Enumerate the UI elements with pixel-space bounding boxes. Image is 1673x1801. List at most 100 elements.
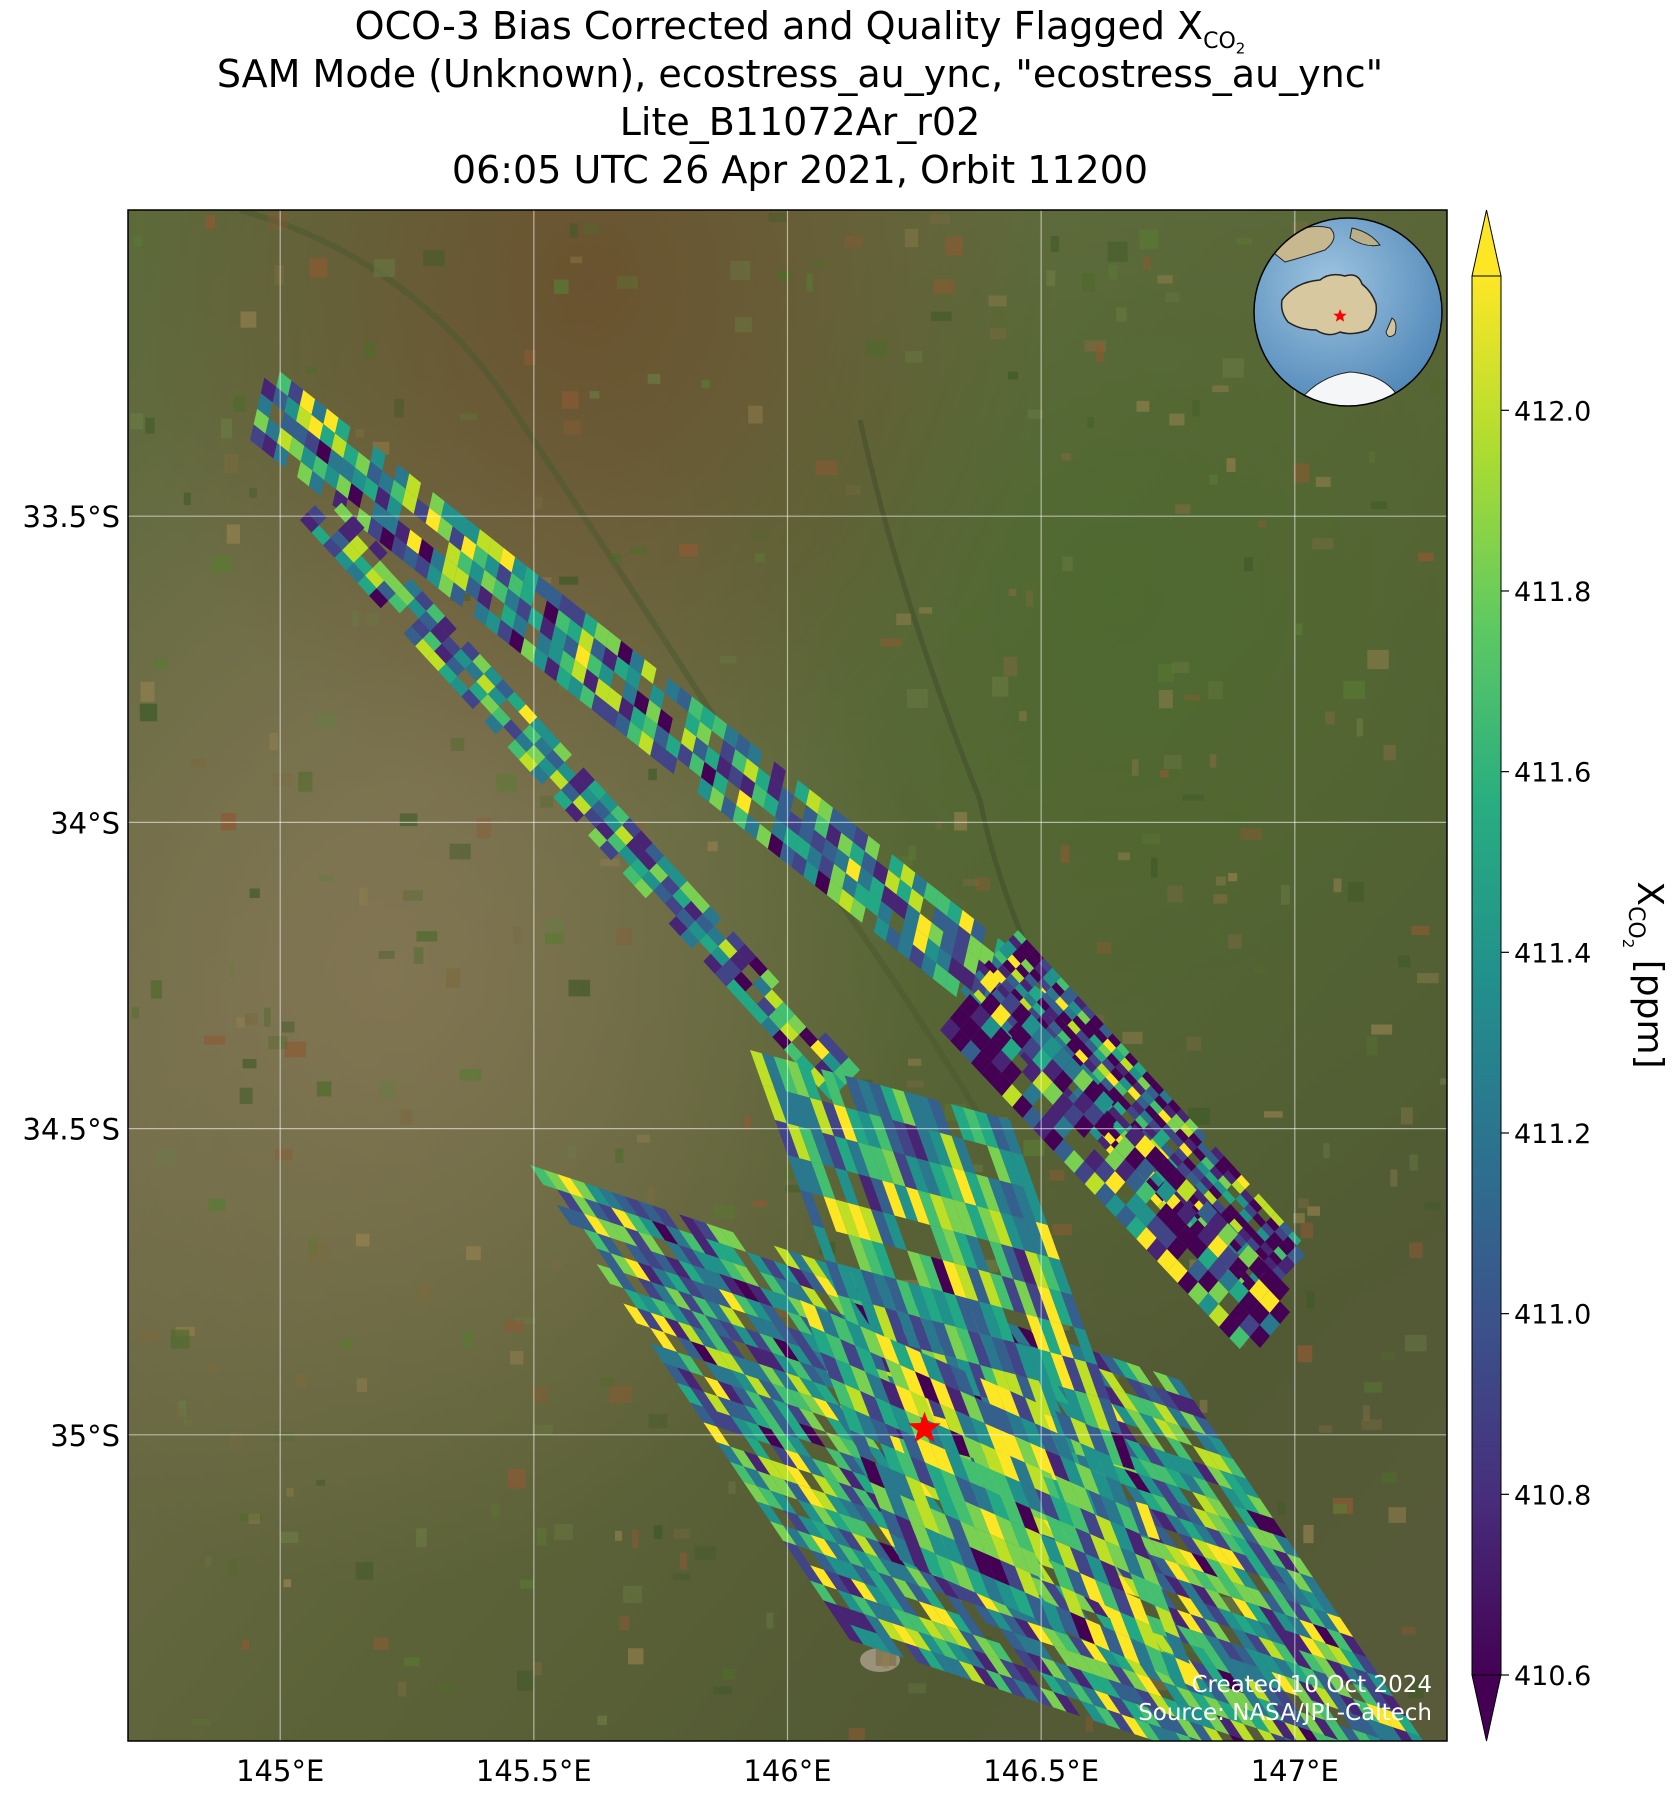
sounding-footprint <box>1064 986 1079 1001</box>
sounding-footprint <box>1257 1713 1284 1738</box>
field-patch <box>1347 881 1364 902</box>
sounding-footprint <box>330 530 350 551</box>
sounding-footprint <box>779 1022 799 1043</box>
sounding-footprint <box>1077 1010 1091 1025</box>
field-patch <box>508 1469 526 1489</box>
sounding-footprint <box>1022 1060 1043 1083</box>
sounding-footprint <box>965 1436 990 1469</box>
sounding-footprint <box>284 396 300 422</box>
sounding-footprint <box>1352 1729 1371 1741</box>
sounding-footprint <box>353 555 373 576</box>
sounding-footprint <box>1202 1695 1230 1720</box>
sounding-footprint <box>998 945 1013 960</box>
sounding-footprint <box>1189 1690 1217 1715</box>
sounding-footprint <box>784 1464 812 1489</box>
sounding-footprint <box>1212 1199 1226 1215</box>
field-patch <box>1228 934 1242 949</box>
sounding-footprint <box>650 1297 678 1322</box>
sounding-footprint <box>1176 1625 1204 1650</box>
field-patch <box>1209 474 1218 485</box>
sounding-footprint <box>992 969 1007 984</box>
sounding-footprint <box>1110 1464 1138 1490</box>
sounding-footprint <box>622 681 638 706</box>
sounding-footprint <box>287 380 304 406</box>
sounding-footprint <box>368 540 388 561</box>
sounding-footprint <box>1035 1221 1060 1260</box>
field-patch <box>373 1637 389 1650</box>
sounding-footprint <box>1232 1520 1260 1545</box>
sounding-footprint <box>1338 1786 1365 1801</box>
field-patch <box>1122 1031 1143 1044</box>
sounding-footprint <box>541 729 561 750</box>
sounding-footprint <box>864 1598 891 1623</box>
sounding-footprint <box>1135 1501 1160 1540</box>
sounding-footprint <box>930 1225 955 1264</box>
sounding-footprint <box>676 1367 704 1392</box>
sounding-footprint <box>637 1277 665 1302</box>
sounding-footprint <box>717 1411 744 1436</box>
sounding-footprint <box>921 953 937 979</box>
x-tick-label: 146.5°E <box>983 1754 1099 1788</box>
field-patch <box>1026 590 1034 607</box>
sounding-footprint <box>1013 1279 1038 1318</box>
sounding-footprint <box>744 1389 772 1415</box>
sounding-footprint <box>855 1345 880 1378</box>
field-patch <box>450 738 465 751</box>
sounding-footprint <box>868 1113 894 1152</box>
sounding-footprint <box>1002 959 1016 974</box>
field-patch <box>1409 1242 1423 1258</box>
sounding-footprint <box>1227 1165 1242 1180</box>
sounding-footprint <box>1202 1725 1224 1741</box>
sounding-footprint <box>1223 1170 1237 1185</box>
sounding-footprint <box>717 1380 745 1406</box>
sounding-footprint <box>1100 1495 1125 1528</box>
sounding-footprint <box>998 1116 1023 1155</box>
sounding-footprint <box>415 638 435 659</box>
sounding-footprint <box>798 1453 825 1478</box>
sounding-footprint <box>1203 1649 1231 1674</box>
field-patch <box>1158 689 1173 709</box>
field-patch <box>272 773 293 787</box>
field-patch <box>295 1373 308 1388</box>
sounding-footprint <box>1047 967 1061 983</box>
sounding-footprint <box>970 1005 991 1028</box>
sounding-footprint <box>932 1320 957 1359</box>
sounding-footprint <box>549 769 569 790</box>
sounding-footprint <box>932 1605 959 1630</box>
sounding-footprint <box>985 1654 1013 1679</box>
sounding-footprint <box>851 1532 879 1558</box>
sounding-footprint <box>885 1488 910 1521</box>
sounding-footprint <box>1135 1618 1160 1651</box>
sounding-footprint <box>1108 1663 1135 1689</box>
title-line-3: Lite_B11072Ar_r02 <box>619 100 981 144</box>
sounding-footprint <box>971 1051 992 1074</box>
sounding-footprint <box>943 1323 969 1362</box>
sounding-footprint <box>1130 1638 1155 1671</box>
sounding-footprint <box>990 1304 1015 1343</box>
sounding-footprint <box>1059 991 1074 1006</box>
sounding-footprint <box>919 1570 946 1595</box>
field-patch <box>990 327 1007 340</box>
sounding-footprint <box>1203 1664 1231 1689</box>
sounding-footprint <box>273 443 289 468</box>
sounding-footprint <box>1041 1580 1069 1605</box>
sounding-footprint <box>1272 1610 1299 1635</box>
sounding-footprint <box>837 1574 865 1599</box>
sounding-footprint <box>1286 1553 1314 1578</box>
field-patch <box>449 843 471 860</box>
sounding-footprint <box>778 786 795 812</box>
sounding-footprint <box>1285 1599 1313 1624</box>
sounding-footprint <box>1062 1058 1083 1081</box>
field-patch <box>1266 853 1286 863</box>
sounding-footprint <box>1151 1508 1178 1534</box>
sounding-footprint <box>323 408 339 434</box>
sounding-footprint <box>1193 1127 1207 1143</box>
sounding-footprint <box>1115 1159 1136 1182</box>
sounding-footprint <box>1228 1257 1249 1280</box>
sounding-footprint <box>261 433 278 459</box>
sounding-footprint <box>426 651 446 672</box>
sounding-footprint <box>596 1248 624 1273</box>
sounding-footprint <box>943 916 959 942</box>
sounding-footprint <box>1191 1166 1205 1181</box>
sounding-footprint <box>1338 1740 1342 1741</box>
